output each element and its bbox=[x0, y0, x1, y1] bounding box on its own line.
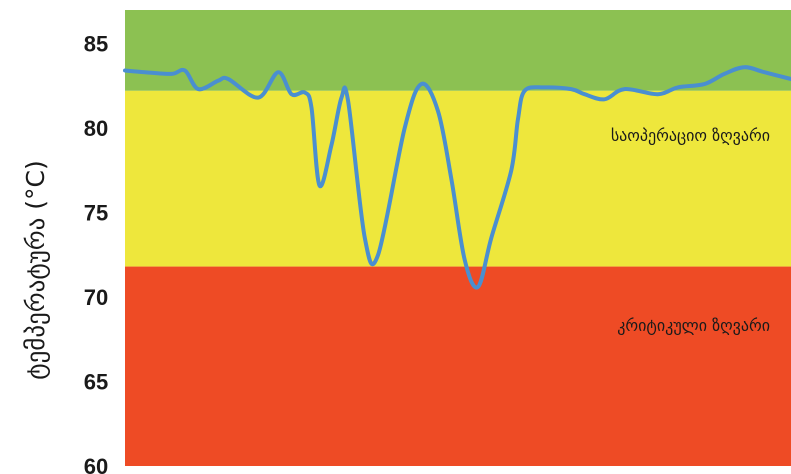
series-line-0 bbox=[123, 65, 791, 290]
y-axis-ticks: 60 65 70 75 80 85 bbox=[84, 32, 108, 474]
y-tick-label: 75 bbox=[84, 201, 108, 226]
threshold-bands bbox=[125, 10, 791, 466]
series-group bbox=[123, 65, 791, 290]
band-0 bbox=[125, 10, 791, 91]
y-axis-label: ტემპერატურა (°C) bbox=[21, 160, 50, 380]
y-tick-label: 85 bbox=[84, 32, 108, 57]
band-2 bbox=[125, 266, 791, 466]
y-tick-label: 60 bbox=[84, 454, 108, 474]
band-1 bbox=[125, 90, 791, 267]
y-tick-label: 65 bbox=[84, 370, 108, 395]
zone-labels: საოპერაციო ზღვარი კრიტიკული ზღვარი bbox=[611, 126, 770, 335]
y-tick-label: 80 bbox=[84, 116, 108, 141]
zone-label-2: კრიტიკული ზღვარი bbox=[617, 316, 770, 335]
y-tick-label: 70 bbox=[84, 285, 108, 310]
zone-label-1: საოპერაციო ზღვარი bbox=[611, 126, 770, 145]
